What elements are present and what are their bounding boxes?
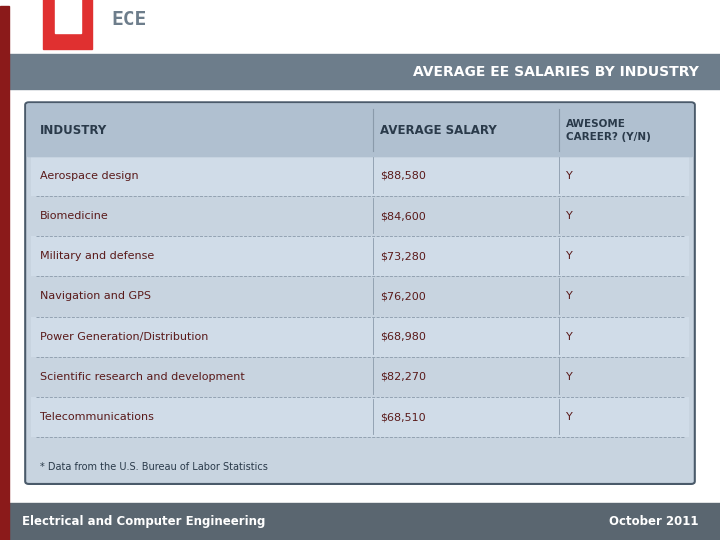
Text: $68,510: $68,510 — [380, 412, 426, 422]
Text: Electrical and Computer Engineering: Electrical and Computer Engineering — [22, 515, 265, 528]
Text: Navigation and GPS: Navigation and GPS — [40, 292, 150, 301]
Bar — [31, 357, 689, 397]
Text: Biomedicine: Biomedicine — [40, 211, 108, 221]
Bar — [31, 276, 689, 316]
Text: $82,270: $82,270 — [380, 372, 426, 382]
Text: Y: Y — [566, 292, 572, 301]
Text: Y: Y — [566, 171, 572, 181]
Text: AVERAGE EE SALARIES BY INDUSTRY: AVERAGE EE SALARIES BY INDUSTRY — [413, 65, 698, 79]
Text: $68,980: $68,980 — [380, 332, 426, 342]
Text: Y: Y — [566, 332, 572, 342]
Text: $73,280: $73,280 — [380, 251, 426, 261]
Bar — [43, 0, 92, 49]
Text: Military and defense: Military and defense — [40, 251, 154, 261]
Bar — [0, 503, 720, 540]
Text: AWESOME
CAREER? (Y/N): AWESOME CAREER? (Y/N) — [566, 119, 651, 141]
Text: Y: Y — [566, 251, 572, 261]
Text: Power Generation/Distribution: Power Generation/Distribution — [40, 332, 208, 342]
FancyBboxPatch shape — [27, 103, 693, 157]
Text: Y: Y — [566, 372, 572, 382]
Bar — [0, 6, 9, 540]
Text: $76,200: $76,200 — [380, 292, 426, 301]
Bar — [31, 236, 689, 276]
Text: October 2011: October 2011 — [609, 515, 698, 528]
FancyBboxPatch shape — [25, 102, 695, 484]
Text: Scientific research and development: Scientific research and development — [40, 372, 244, 382]
Text: INDUSTRY: INDUSTRY — [40, 124, 107, 137]
Text: * Data from the U.S. Bureau of Labor Statistics: * Data from the U.S. Bureau of Labor Sta… — [40, 462, 267, 471]
Text: Aerospace design: Aerospace design — [40, 171, 138, 181]
Bar — [31, 196, 689, 236]
Text: $88,580: $88,580 — [380, 171, 426, 181]
Text: AVERAGE SALARY: AVERAGE SALARY — [380, 124, 498, 137]
Text: Y: Y — [566, 211, 572, 221]
Text: ECE: ECE — [112, 10, 147, 29]
Bar — [31, 397, 689, 437]
Bar — [55, 0, 81, 33]
Bar — [31, 316, 689, 357]
Text: U
ECE: U ECE — [503, 348, 620, 465]
Bar — [31, 156, 689, 196]
Text: Y: Y — [566, 412, 572, 422]
Text: Telecommunications: Telecommunications — [40, 412, 153, 422]
Bar — [0, 55, 720, 89]
Text: $84,600: $84,600 — [380, 211, 426, 221]
